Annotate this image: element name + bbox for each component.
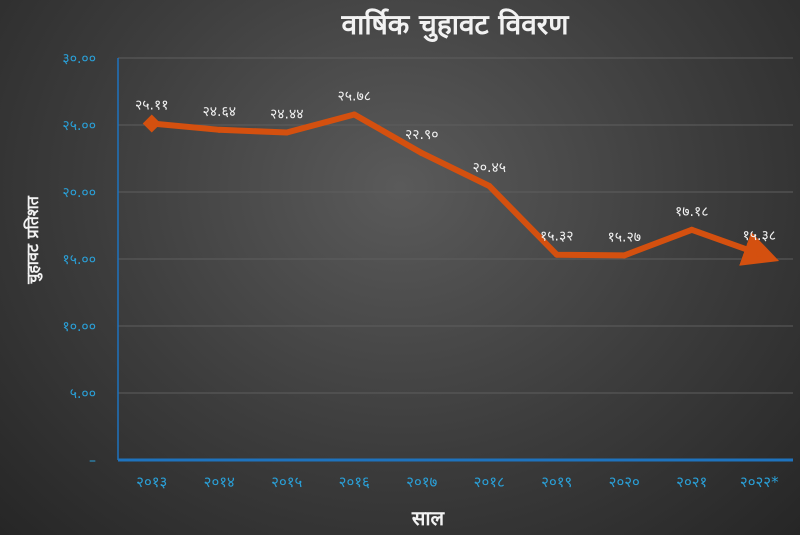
- x-tick-label: २०२१: [676, 473, 707, 491]
- data-point: [486, 182, 493, 189]
- x-ticks: २०१३ २०१४ २०१५ २०१६ २०१७ २०१८ २०१९ २०२० २०२१ २०२२…: [136, 473, 779, 491]
- data-point: [418, 150, 425, 157]
- y-tick-label: १०.००: [62, 319, 96, 335]
- data-label: १५.३२: [540, 229, 574, 245]
- data-label: १५.३८: [742, 228, 776, 244]
- markers: [142, 111, 763, 259]
- data-point: [216, 126, 223, 133]
- chart-title: वार्षिक चुहावट विवरण: [341, 8, 571, 42]
- data-point: [756, 250, 763, 257]
- series-line: [151, 111, 780, 266]
- data-label: २४.६४: [202, 104, 236, 120]
- x-tick-label: २०१७: [406, 473, 437, 491]
- data-labels: २५.११ २४.६४ २४.४४ २५.७८ २२.९० २०.४५ १५.३२ १५.२७…: [135, 89, 776, 246]
- x-tick-label: २०१९: [541, 473, 572, 491]
- data-point: [283, 129, 290, 136]
- x-tick-label: २०२२*: [740, 473, 779, 491]
- x-tick-label: २०२०: [609, 473, 640, 491]
- y-tick-label: १५.००: [62, 252, 96, 268]
- x-tick-label: २०१४: [204, 473, 235, 491]
- data-label: १७.१८: [675, 204, 709, 220]
- x-tick-label: २०१८: [474, 473, 505, 491]
- y-axis-label: चुहावट प्रतिशत: [23, 195, 43, 285]
- y-tick-label: –: [89, 453, 96, 469]
- data-label: २५.११: [135, 98, 169, 114]
- data-label: १५.२७: [607, 229, 641, 245]
- x-tick-label: २०१३: [136, 473, 167, 491]
- y-tick-label: २०.००: [62, 185, 96, 201]
- data-point: [688, 226, 695, 233]
- y-tick-label: २५.००: [62, 118, 96, 134]
- grid: [118, 57, 793, 394]
- data-label: २५.७८: [337, 89, 371, 105]
- data-label: २०.४५: [472, 160, 506, 176]
- data-point: [142, 114, 161, 133]
- y-ticks: – ५.०० १०.०० १५.०० २०.०० २५.०० ३०.००: [62, 51, 96, 469]
- data-label: २४.४४: [270, 107, 304, 123]
- x-axis-label: साल: [411, 506, 446, 530]
- x-tick-label: २०१५: [271, 473, 302, 491]
- data-point: [621, 252, 628, 259]
- y-tick-label: ३०.००: [62, 51, 96, 67]
- data-point: [351, 111, 358, 118]
- y-tick-label: ५.००: [70, 386, 96, 402]
- x-tick-label: २०१६: [339, 473, 370, 491]
- data-label: २२.९०: [405, 127, 439, 143]
- data-point: [553, 251, 560, 258]
